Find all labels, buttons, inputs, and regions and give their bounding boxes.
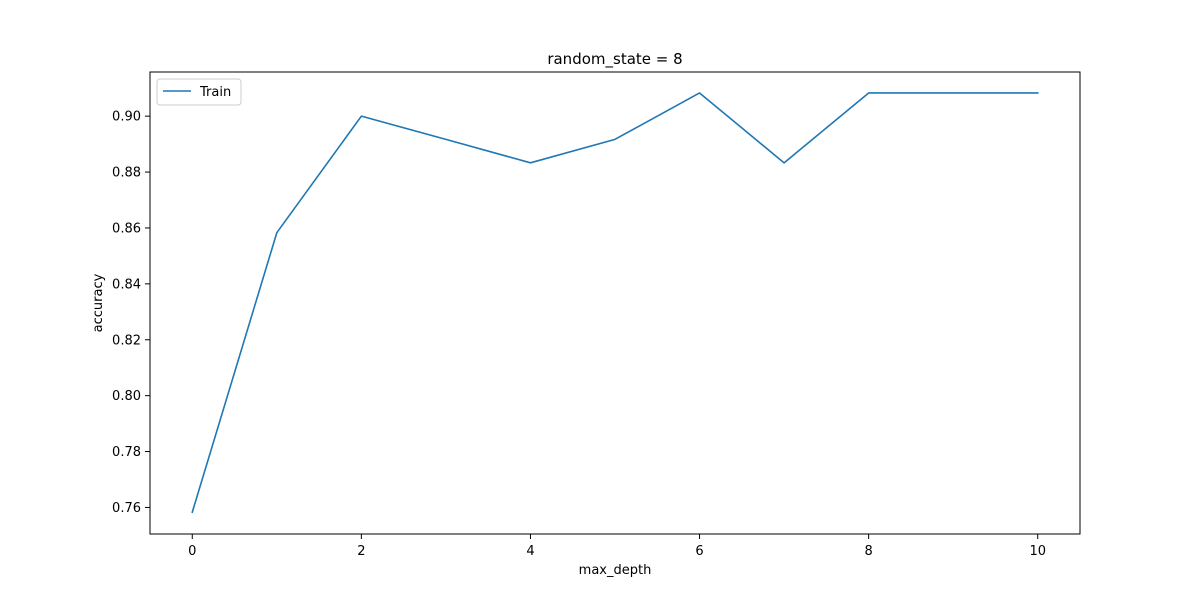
y-tick-label: 0.80	[112, 389, 141, 404]
series-line-train	[191, 92, 1039, 514]
legend-label-train: Train	[199, 85, 231, 100]
y-ticks: 0.76 0.78 0.80 0.82 0.84 0.86 0.88 0.90	[112, 110, 150, 516]
y-tick-label: 0.90	[112, 110, 141, 125]
y-tick-label: 0.78	[112, 445, 141, 460]
y-tick-label: 0.76	[112, 501, 141, 516]
x-tick-label: 4	[526, 544, 534, 559]
series-layer	[191, 92, 1039, 514]
legend: Train	[156, 78, 242, 106]
y-tick-label: 0.84	[112, 277, 141, 292]
x-ticks: 0 2 4 6 8 10	[188, 534, 1046, 559]
x-axis-label: max_depth	[579, 563, 652, 578]
y-tick-label: 0.86	[112, 221, 141, 236]
legend-box	[156, 78, 242, 106]
x-tick-label: 6	[695, 544, 703, 559]
x-tick-label: 10	[1029, 544, 1046, 559]
x-tick-label: 8	[864, 544, 872, 559]
plot-area	[150, 72, 1080, 534]
x-tick-label: 2	[357, 544, 365, 559]
y-tick-label: 0.88	[112, 166, 141, 181]
plot-frame	[149, 71, 1081, 535]
chart-title: random_state = 8	[547, 50, 682, 69]
x-tick-label: 0	[188, 544, 196, 559]
y-axis-label: accuracy	[91, 273, 106, 332]
y-tick-label: 0.82	[112, 333, 141, 348]
